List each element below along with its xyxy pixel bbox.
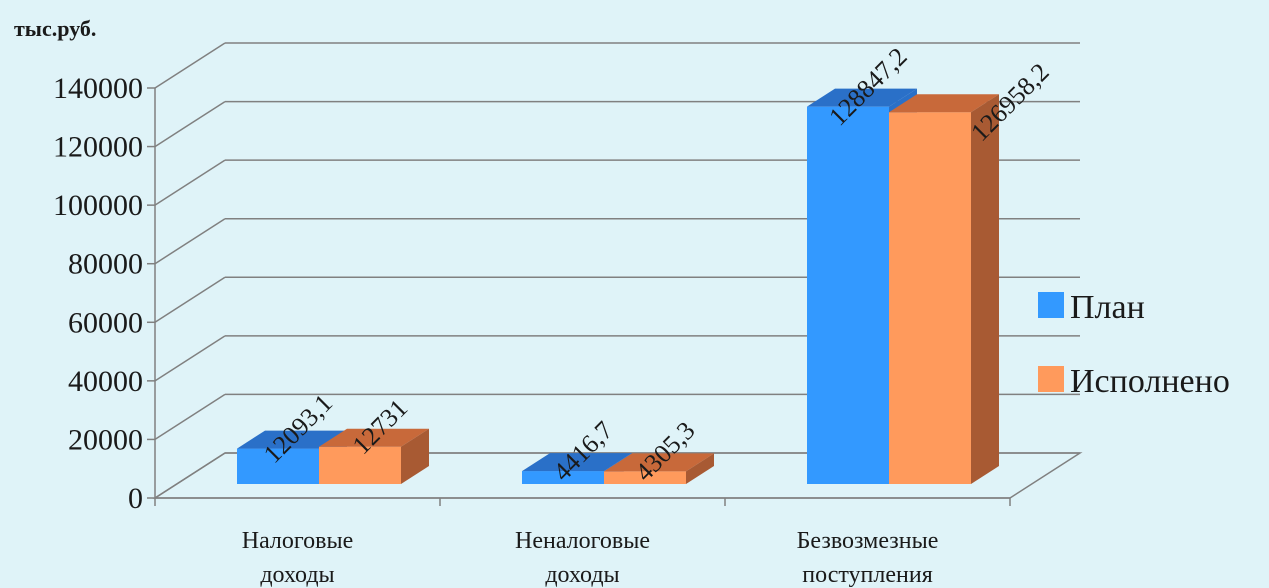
y-tick-label: 40000 bbox=[68, 365, 143, 398]
legend-label: План bbox=[1070, 289, 1145, 326]
category-labels: Налоговые доходы Неналоговые доходы Безвозме… bbox=[242, 528, 939, 588]
bar-executed bbox=[604, 453, 714, 484]
bar-top bbox=[604, 453, 714, 472]
bar-top bbox=[319, 428, 429, 447]
bar-executed bbox=[319, 428, 429, 484]
bar-top bbox=[889, 94, 999, 113]
bar-front bbox=[237, 448, 319, 484]
y-tick-label: 80000 bbox=[68, 248, 143, 281]
y-tick-label: 20000 bbox=[68, 423, 143, 456]
bar-front bbox=[319, 446, 401, 484]
bars bbox=[237, 88, 999, 484]
category-label: Налоговые доходы bbox=[242, 528, 354, 588]
bar-front bbox=[889, 112, 971, 484]
legend-swatch bbox=[1038, 366, 1064, 392]
axes bbox=[154, 88, 1011, 506]
category-label: Безвозмезные поступления bbox=[797, 528, 939, 588]
bar-side bbox=[401, 428, 429, 484]
gridline-diagonal bbox=[154, 42, 226, 89]
gridline-diagonal bbox=[154, 159, 226, 206]
y-tick-label: 0 bbox=[128, 482, 143, 515]
gridline-diagonal bbox=[154, 276, 226, 323]
bar-front bbox=[807, 106, 889, 484]
gridline-diagonal bbox=[154, 100, 226, 148]
y-tick-label: 140000 bbox=[53, 72, 143, 105]
bar-top bbox=[807, 88, 917, 107]
y-tick-label: 100000 bbox=[53, 189, 143, 222]
y-axis-unit-label: тыс.руб. bbox=[14, 16, 96, 41]
y-tick-label: 60000 bbox=[68, 306, 143, 339]
gridline-diagonal bbox=[154, 393, 226, 441]
bar-side bbox=[686, 453, 714, 484]
bar-executed bbox=[889, 94, 999, 484]
y-axis-ticks: 0 20000 40000 60000 80000 100000 120000 140000 bbox=[53, 72, 155, 515]
bar-front bbox=[522, 471, 604, 484]
gridline-diagonal bbox=[154, 452, 226, 499]
y-tick-label: 120000 bbox=[53, 131, 143, 164]
bar-front bbox=[604, 471, 686, 484]
bar-side bbox=[971, 94, 999, 484]
gridline-diagonal bbox=[154, 335, 226, 382]
legend-swatch bbox=[1038, 292, 1064, 318]
gridline-diagonal bbox=[154, 218, 226, 265]
bar-top bbox=[522, 453, 632, 472]
category-label: Неналоговые доходы bbox=[515, 528, 650, 588]
legend-label: Исполнено bbox=[1070, 363, 1230, 400]
bar-top bbox=[237, 430, 347, 449]
legend: План Исполнено bbox=[1038, 289, 1230, 400]
